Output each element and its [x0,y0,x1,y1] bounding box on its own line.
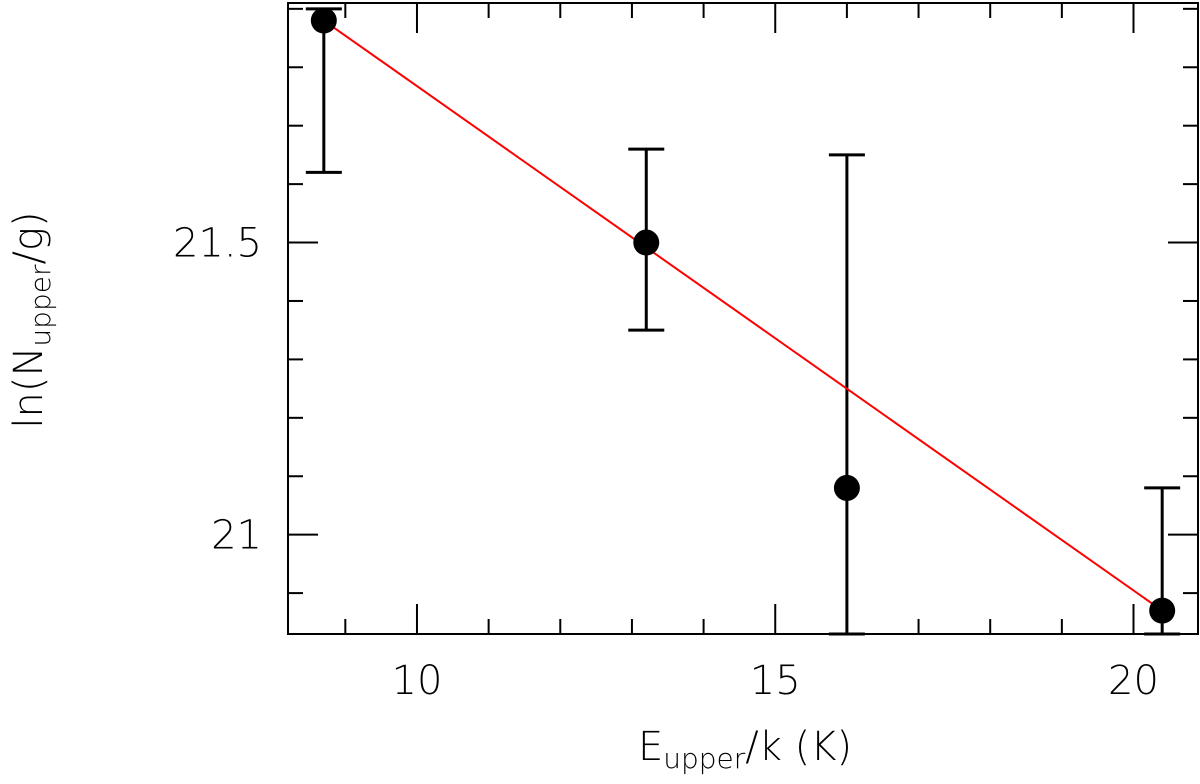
x-axis-title-main: E [638,724,663,770]
minor-ticks [288,3,1198,634]
errorbars [305,7,1181,636]
x-tick-label: 20 [1108,658,1159,704]
y-axis-title: ln(Nupper/g) [6,211,57,428]
major-ticks [288,3,1198,634]
x-axis-title-rest: /k (K) [745,724,852,770]
y-axis-title-pre: ln(N [6,347,52,429]
data-point [1149,597,1176,624]
x-tick-labels: 10 15 20 [392,658,1159,704]
x-tick-label: 10 [392,658,443,704]
y-axis-title-post: /g) [6,211,52,264]
y-tick-label: 21 [211,513,262,559]
plot-frame [287,2,1199,635]
data-point [633,229,660,256]
data-point [833,474,860,501]
y-axis-title-sub: upper [24,264,57,347]
x-axis-title-sub: upper [663,742,746,775]
y-tick-labels: 21 21.5 [173,221,262,559]
data-points [310,7,1176,624]
data-point [310,7,337,34]
x-axis-title: Eupper/k (K) [638,724,852,775]
fit-line [323,19,1163,612]
y-tick-label: 21.5 [173,221,262,267]
x-tick-label: 15 [750,658,801,704]
